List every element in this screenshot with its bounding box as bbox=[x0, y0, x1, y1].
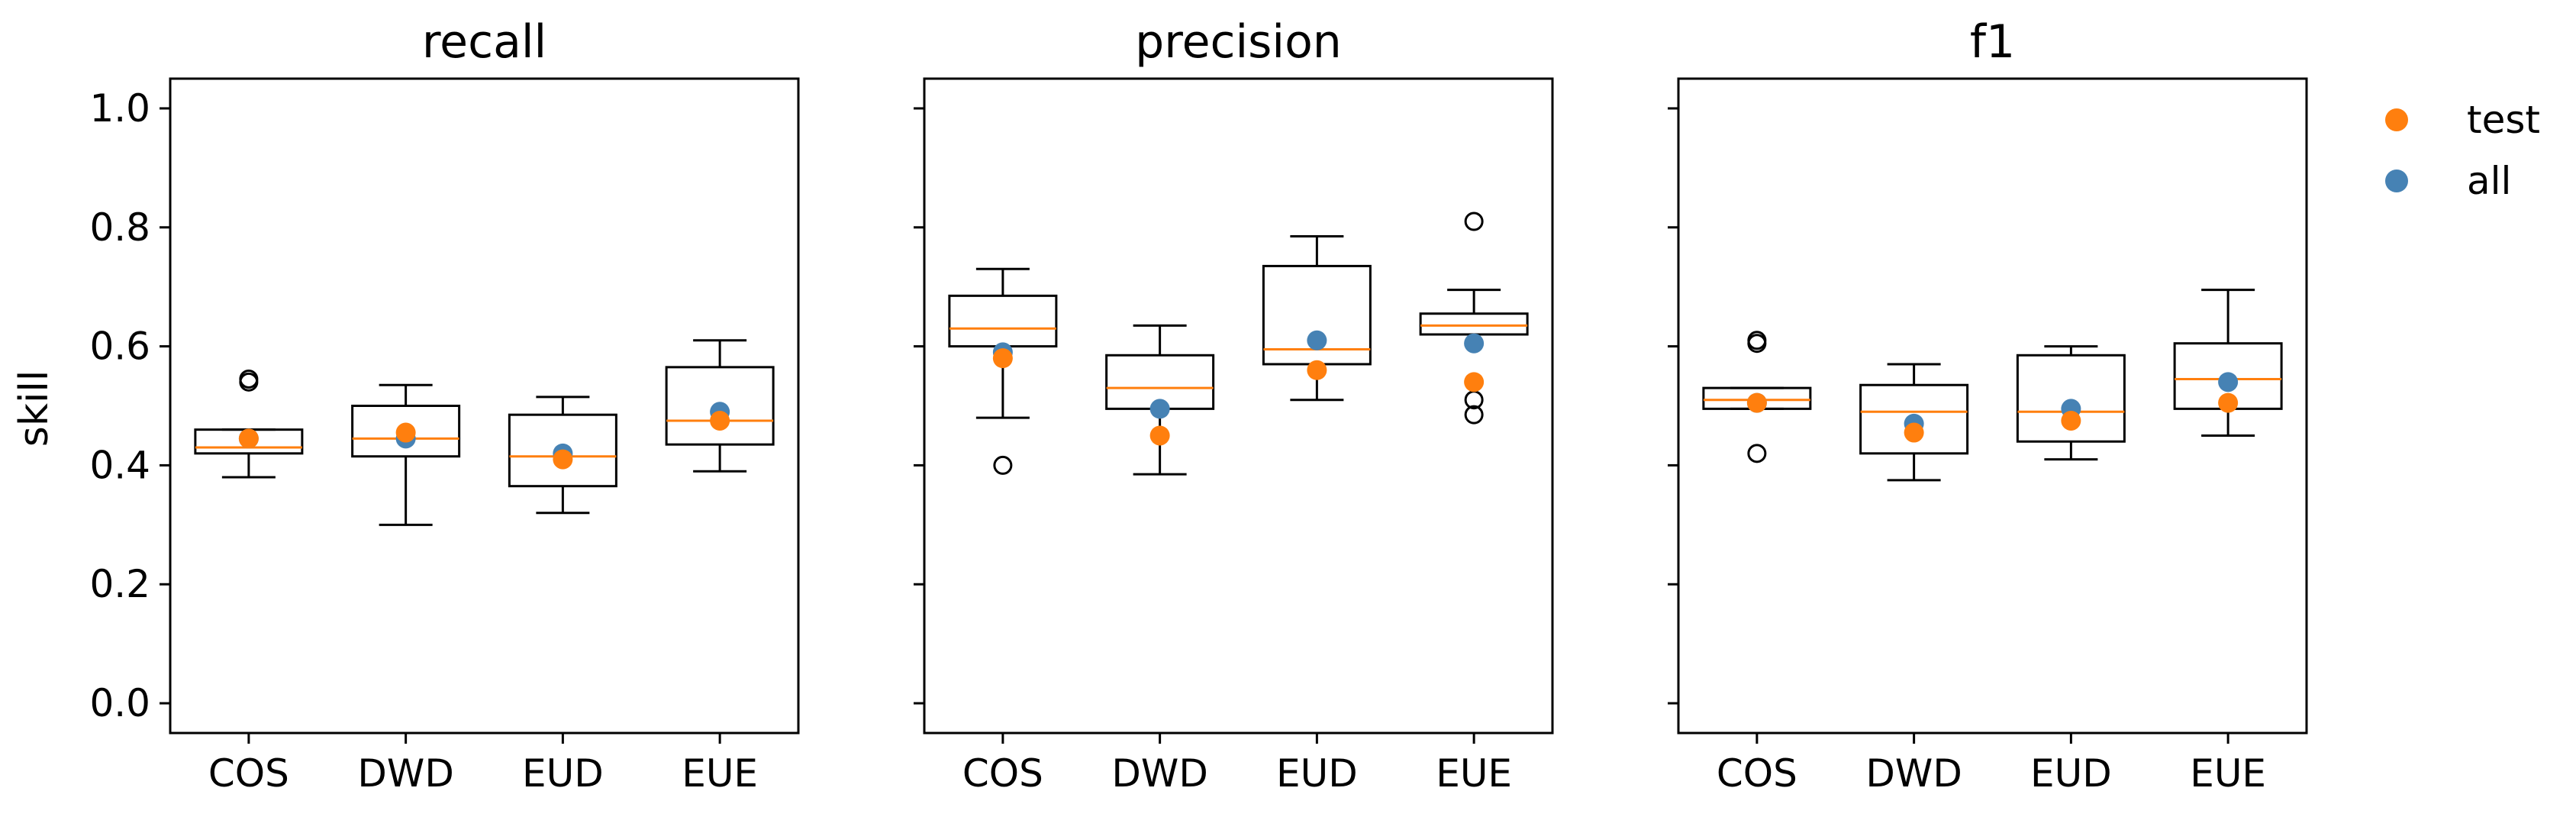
box-body bbox=[351, 405, 461, 458]
box-COS bbox=[194, 369, 304, 479]
point-all bbox=[1464, 333, 1485, 354]
legend-label-all: all bbox=[2467, 159, 2511, 203]
legend-marker-all bbox=[2385, 170, 2408, 192]
point-test bbox=[553, 449, 573, 470]
box-DWD bbox=[351, 383, 461, 526]
point-test bbox=[710, 410, 730, 431]
outlier-point bbox=[239, 369, 259, 389]
box-body bbox=[1419, 312, 1529, 336]
x-tick-label: DWD bbox=[1111, 751, 1207, 796]
box-body bbox=[508, 413, 617, 488]
point-test bbox=[1307, 360, 1327, 380]
panel-f1: f1 COS DWD EUD EUE bbox=[1668, 15, 2308, 796]
point-test bbox=[2218, 392, 2239, 413]
box-DWD bbox=[1105, 324, 1215, 476]
x-tick-label: EUD bbox=[1276, 751, 1358, 796]
box-EUD bbox=[508, 396, 617, 515]
x-tick-label: EUE bbox=[1436, 751, 1512, 796]
y-tick-label: 0.4 bbox=[89, 443, 150, 487]
outlier-point bbox=[1464, 212, 1484, 231]
point-test bbox=[395, 422, 416, 443]
box-DWD bbox=[1859, 363, 1969, 482]
point-test bbox=[1746, 392, 1767, 413]
legend-marker-test bbox=[2385, 108, 2408, 131]
y-tick-label: 0.2 bbox=[89, 562, 150, 606]
panel-title: f1 bbox=[1970, 15, 2015, 69]
x-tick-label: EUE bbox=[2190, 751, 2266, 796]
y-axis-label: skill bbox=[11, 370, 57, 447]
x-tick-label: DWD bbox=[1865, 751, 1962, 796]
x-tick-label: DWD bbox=[357, 751, 453, 796]
point-test bbox=[238, 428, 259, 449]
axes-frame bbox=[923, 77, 1554, 735]
point-all bbox=[2218, 372, 2239, 392]
x-tick-label: EUD bbox=[522, 751, 604, 796]
outlier-point bbox=[1747, 444, 1767, 463]
box-body bbox=[665, 366, 775, 446]
panel-precision: precision COS DWD EUD EUE bbox=[914, 15, 1554, 796]
panel-title: precision bbox=[1135, 15, 1342, 69]
point-all bbox=[1149, 399, 1170, 419]
axes-frame bbox=[1677, 77, 2308, 735]
box-COS bbox=[948, 267, 1058, 475]
box-body bbox=[2016, 354, 2126, 443]
y-tick-label: 1.0 bbox=[89, 86, 150, 131]
y-tick-label: 0.8 bbox=[89, 205, 150, 250]
y-tick-label: 0.0 bbox=[89, 681, 150, 725]
x-tick-label: EUE bbox=[682, 751, 758, 796]
box-EUE bbox=[2173, 289, 2283, 437]
point-test bbox=[1464, 372, 1485, 392]
x-tick-label: COS bbox=[208, 751, 289, 796]
outlier-point bbox=[1464, 405, 1484, 425]
point-test bbox=[992, 348, 1013, 369]
axes-frame bbox=[169, 77, 800, 735]
point-test bbox=[1149, 425, 1170, 446]
legend: test all bbox=[2385, 98, 2540, 203]
panel-title: recall bbox=[422, 15, 546, 69]
x-tick-label: COS bbox=[962, 751, 1043, 796]
x-tick-label: EUD bbox=[2030, 751, 2112, 796]
point-all bbox=[1307, 330, 1327, 350]
x-tick-label: COS bbox=[1717, 751, 1797, 796]
point-test bbox=[2061, 410, 2081, 431]
box-body bbox=[1859, 383, 1969, 455]
outlier-point bbox=[1747, 334, 1767, 354]
outlier-point bbox=[993, 455, 1013, 475]
panel-recall: recall 0.0 0.2 0.4 0.6 0.8 1.0 COS DWD EUD EUE bbox=[89, 15, 800, 796]
box-body bbox=[948, 294, 1058, 348]
y-tick-label: 0.6 bbox=[89, 325, 150, 369]
legend-label-test: test bbox=[2467, 98, 2540, 142]
point-test bbox=[1904, 422, 1924, 443]
